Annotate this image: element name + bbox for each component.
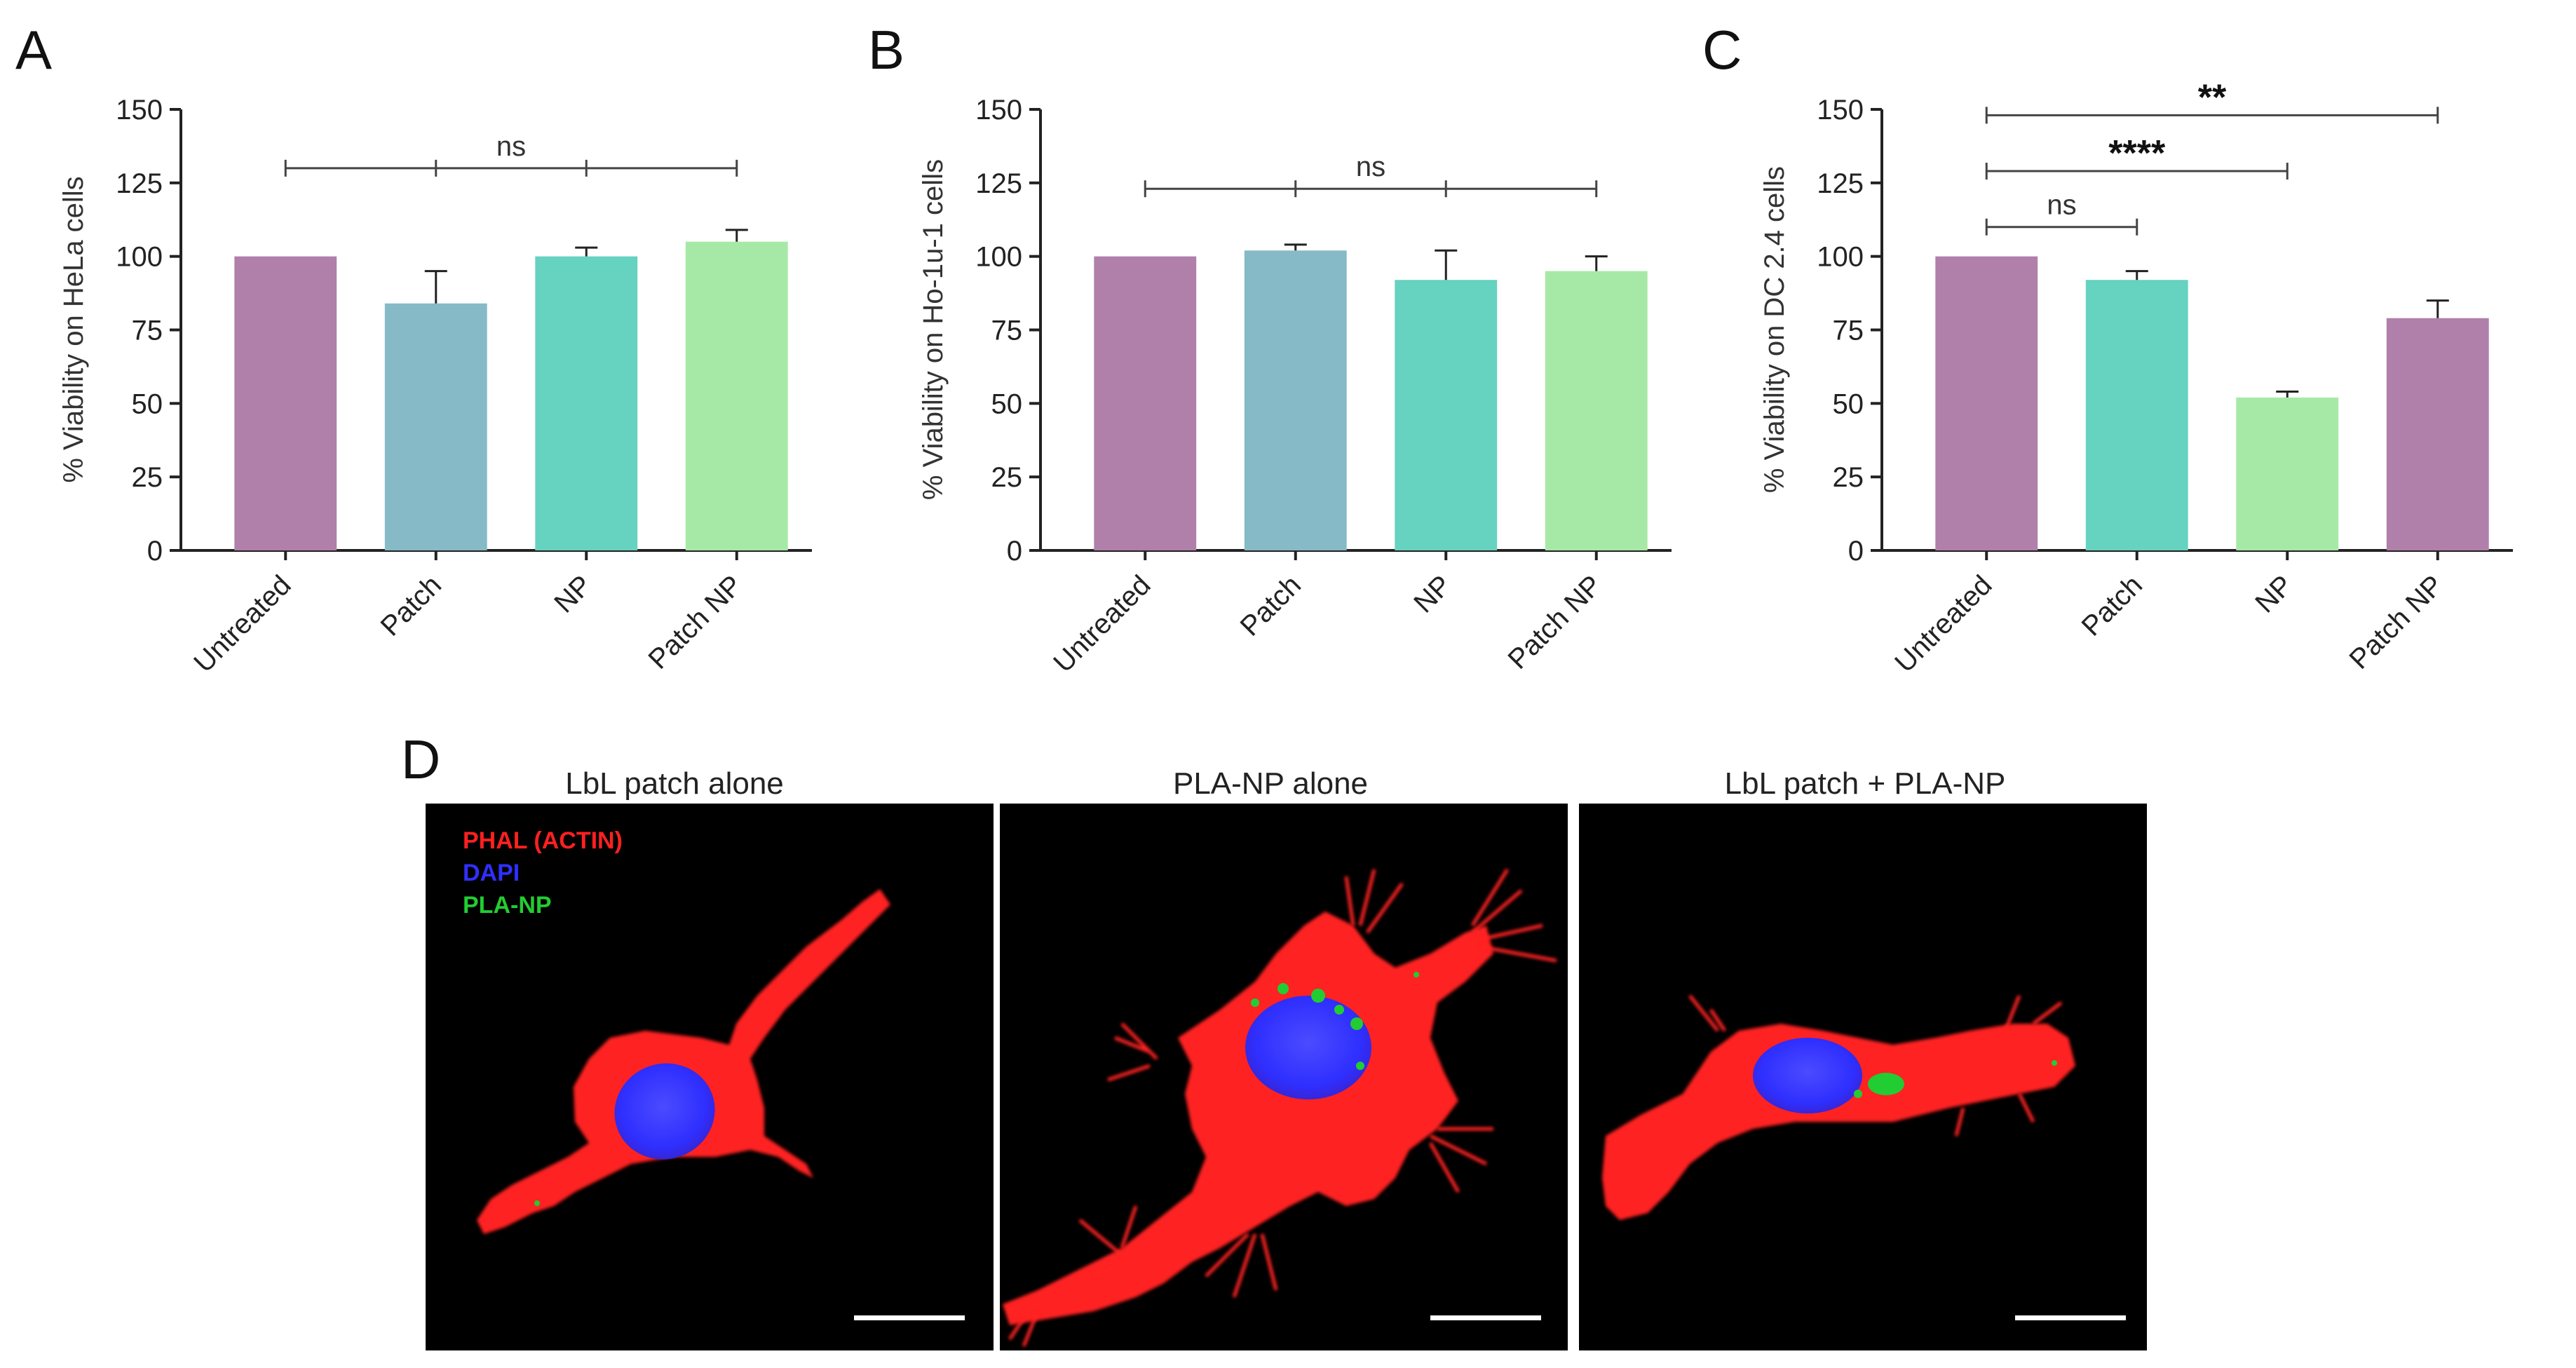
bar-patch: [1244, 250, 1347, 550]
nucleus-3: [1753, 1038, 1862, 1113]
x-tick-label: Patch: [375, 569, 447, 642]
bar-np: [1395, 280, 1498, 550]
legend-actin: PHAL (ACTIN): [463, 827, 623, 854]
scale-bar-1: [854, 1315, 965, 1320]
x-tick-label: Untreated: [1048, 569, 1156, 678]
legend-pla-np: PLA-NP: [463, 892, 552, 919]
actin-2: [1003, 912, 1493, 1325]
np-cluster-2: [1251, 972, 1419, 1070]
bar-patch: [2085, 280, 2188, 550]
y-tick-label: 150: [1817, 95, 1864, 126]
bar-patch-np: [1545, 271, 1648, 550]
y-tick-label: 25: [991, 462, 1023, 493]
x-tick-label: Patch: [1235, 569, 1307, 642]
bar-untreated: [234, 256, 337, 550]
np-cluster-3: [1854, 1060, 2057, 1098]
bar-patch-np: [2386, 318, 2489, 550]
panel-letter-d: D: [401, 729, 440, 790]
y-tick-label: 50: [1833, 388, 1864, 419]
x-tick-label: NP: [2249, 569, 2298, 618]
y-tick-label: 125: [975, 168, 1022, 199]
bar-untreated: [1935, 256, 2038, 550]
chart-a-viability-hela: 0 25 50 75 100 125 150 % Viability on HeLa cell…: [58, 95, 812, 679]
x-tick-label: Patch: [2076, 569, 2148, 642]
y-tick-label: 125: [1817, 168, 1864, 199]
y-tick-label: 125: [116, 168, 163, 199]
chart-b-viability-ho1u1: 0 25 50 75 100 125 150 % Viability on Ho-1u-1 c…: [918, 95, 1672, 679]
y-tick-label: 0: [1848, 536, 1864, 567]
nucleus-2: [1245, 996, 1371, 1099]
micrograph-pla-np-alone: [1000, 804, 1568, 1350]
filopodia-3: [1688, 994, 2063, 1137]
x-tick-label: Untreated: [188, 569, 297, 678]
bar-patch-np: [685, 241, 788, 550]
x-tick-label: NP: [548, 569, 597, 618]
image-title-lbl-patch: LbL patch alone: [565, 766, 784, 801]
actin-3: [1602, 1024, 2075, 1220]
panel-letter-a: A: [15, 19, 52, 81]
x-tick-label: Patch NP: [643, 569, 749, 675]
np-dot-1: [534, 1200, 540, 1206]
panel-d-titles: LbL patch alone PLA-NP alone LbL patch +…: [565, 766, 2005, 801]
scale-bar-3: [2015, 1315, 2126, 1320]
image-title-pla-np: PLA-NP alone: [1173, 766, 1368, 801]
y-tick-label: 50: [132, 388, 163, 419]
y-tick-label: 75: [132, 316, 163, 346]
y-tick-label: 25: [132, 462, 163, 493]
x-tick-label: NP: [1408, 569, 1457, 618]
y-tick-label: 0: [147, 536, 163, 567]
significance-label: ns: [496, 131, 526, 162]
x-tick-label: Untreated: [1889, 569, 1998, 678]
micrograph-lbl-patch-pla-np: [1579, 804, 2147, 1350]
legend-dapi: DAPI: [463, 860, 520, 886]
panel-letter-c: C: [1702, 19, 1742, 81]
significance-label: ns: [1356, 151, 1385, 182]
y-tick-label: 0: [1007, 536, 1022, 567]
y-axis-title: % Viability on Ho-1u-1 cells: [918, 159, 949, 500]
x-tick-label: Patch NP: [2344, 569, 2450, 675]
significance-label: ****: [2108, 133, 2166, 174]
micrograph-lbl-patch-alone: PHAL (ACTIN) DAPI PLA-NP: [426, 804, 994, 1350]
bar-np: [2236, 397, 2339, 550]
y-tick-label: 100: [116, 242, 163, 273]
significance-label: **: [2198, 77, 2227, 118]
y-axis-title: % Viability on HeLa cells: [58, 176, 89, 482]
y-tick-label: 150: [975, 95, 1022, 126]
panel-letter-b: B: [868, 19, 904, 81]
cell-3: [1602, 994, 2075, 1220]
x-tick-label: Patch NP: [1503, 569, 1608, 675]
cell-1: [477, 889, 890, 1234]
bar-untreated: [1094, 256, 1197, 550]
y-tick-label: 75: [991, 316, 1023, 346]
bar-patch: [384, 303, 487, 550]
chart-c-viability-dc24: 0 25 50 75 100 125 150 % Viability on DC 2.4 ce…: [1759, 77, 2513, 679]
bar-np: [535, 256, 638, 550]
y-tick-label: 100: [975, 242, 1022, 273]
cell-2: [1003, 868, 1557, 1347]
y-tick-label: 25: [1833, 462, 1864, 493]
y-axis-title: % Viability on DC 2.4 cells: [1759, 166, 1790, 493]
y-tick-label: 50: [991, 388, 1023, 419]
significance-label: ns: [2047, 190, 2076, 221]
nucleus-1: [614, 1063, 715, 1160]
y-tick-label: 150: [116, 95, 163, 126]
actin-1: [477, 889, 890, 1234]
y-tick-label: 75: [1833, 316, 1864, 346]
y-tick-label: 100: [1817, 242, 1864, 273]
image-title-lbl-patch-pla-np: LbL patch + PLA-NP: [1725, 766, 2006, 801]
scale-bar-2: [1430, 1315, 1541, 1320]
filopodia-2: [1008, 868, 1557, 1347]
